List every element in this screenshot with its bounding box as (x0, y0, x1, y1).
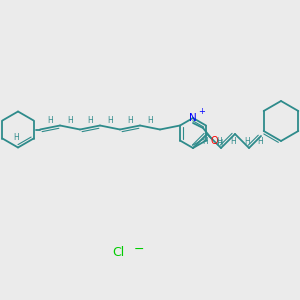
Text: H: H (13, 133, 19, 142)
Text: −: − (130, 243, 145, 256)
Text: H: H (67, 116, 73, 125)
Text: H: H (107, 116, 113, 125)
Text: N: N (189, 113, 197, 123)
Text: H: H (147, 116, 153, 125)
Text: H: H (127, 116, 133, 125)
Text: Cl: Cl (112, 247, 124, 260)
Text: H: H (216, 136, 222, 146)
Text: H: H (230, 136, 236, 146)
Text: H: H (216, 140, 222, 148)
Text: H: H (257, 137, 263, 146)
Text: +: + (198, 107, 205, 116)
Text: O: O (210, 136, 218, 146)
Text: H: H (47, 116, 53, 125)
Text: H: H (87, 116, 93, 125)
Text: H: H (244, 136, 250, 146)
Text: H: H (202, 136, 208, 146)
